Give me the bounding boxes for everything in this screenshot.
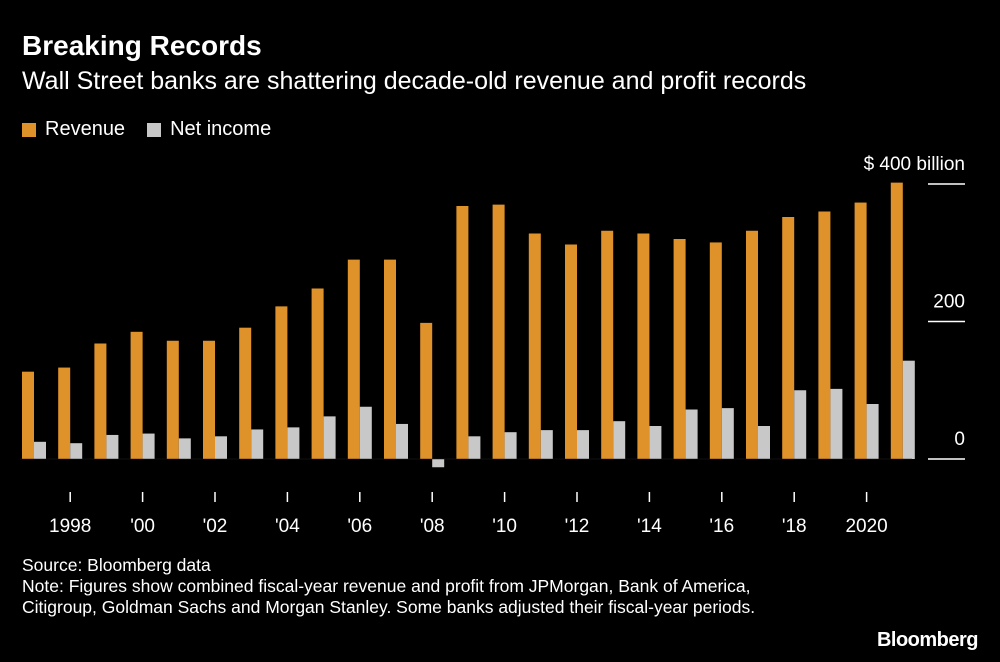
bar-revenue-1999 bbox=[94, 343, 107, 459]
legend-label-revenue: Revenue bbox=[45, 118, 126, 140]
bar-net-income-2012 bbox=[577, 430, 589, 459]
x-tick-label-2002: '02 bbox=[203, 516, 228, 537]
bar-revenue-2019 bbox=[818, 211, 831, 459]
x-tick-label-2016: '16 bbox=[709, 516, 734, 537]
bar-net-income-2010 bbox=[504, 432, 517, 459]
bar-net-income-2005 bbox=[323, 416, 336, 459]
bar-revenue-2014 bbox=[637, 233, 650, 459]
x-tick-label-2006: '06 bbox=[347, 516, 372, 537]
x-tick-label-2012: '12 bbox=[565, 516, 590, 537]
x-tick-label-2000: '00 bbox=[130, 516, 155, 537]
bar-revenue-2013 bbox=[601, 230, 614, 459]
bar-revenue-2015 bbox=[673, 239, 686, 459]
bar-revenue-2018 bbox=[782, 217, 795, 459]
bar-net-income-2004 bbox=[287, 427, 300, 459]
bar-revenue-2005 bbox=[311, 288, 324, 459]
bloomberg-logo: Bloomberg bbox=[876, 629, 979, 651]
bar-revenue-2008 bbox=[420, 322, 433, 459]
footer: Source: Bloomberg data Note: Figures sho… bbox=[22, 555, 822, 618]
chart-subtitle: Wall Street banks are shattering decade-… bbox=[22, 67, 807, 95]
y-tick-label-200: 200 bbox=[933, 292, 965, 313]
bar-net-income-2000 bbox=[142, 433, 155, 459]
bar-revenue-2017 bbox=[746, 230, 758, 459]
bar-net-income-2014 bbox=[649, 426, 662, 459]
x-tick-label-2004: '04 bbox=[275, 516, 300, 537]
legend-swatch-net-income bbox=[147, 122, 162, 137]
bar-revenue-2012 bbox=[565, 244, 577, 459]
bar-revenue-2010 bbox=[492, 204, 505, 459]
legend-label-net-income: Net income bbox=[170, 118, 272, 140]
bar-net-income-2001 bbox=[178, 438, 191, 459]
methodology-note: Note: Figures show combined fiscal-year … bbox=[22, 576, 756, 617]
bar-net-income-2015 bbox=[685, 409, 698, 459]
bar-revenue-2001 bbox=[166, 340, 179, 459]
chart-title: Breaking Records bbox=[22, 30, 262, 61]
x-tick-label-2010: '10 bbox=[492, 516, 517, 537]
bar-revenue-2002 bbox=[203, 340, 215, 459]
bar-net-income-1998 bbox=[70, 443, 83, 459]
x-tick-label-2018: '18 bbox=[782, 516, 807, 537]
legend-swatch-revenue bbox=[22, 122, 36, 137]
x-tick-label-1998: 1998 bbox=[49, 516, 91, 537]
bar-net-income-2017 bbox=[758, 426, 770, 459]
bar-revenue-2004 bbox=[275, 306, 288, 459]
bar-net-income-2002 bbox=[215, 436, 227, 459]
bar-revenue-2021 bbox=[890, 182, 903, 459]
legend: Revenue Net income bbox=[22, 118, 293, 141]
bar-revenue-2011 bbox=[528, 233, 541, 459]
source-note: Source: Bloomberg data bbox=[22, 555, 211, 575]
bar-chart: 0 200 $ 400 billion 1998 '00 '02 '04 '06 '08 '10 '… bbox=[20, 154, 965, 537]
bar-revenue-2007 bbox=[384, 259, 396, 459]
bar-net-income-2019 bbox=[830, 388, 843, 459]
bar-net-income-2003 bbox=[251, 429, 264, 459]
bar-net-income-2007 bbox=[396, 423, 408, 459]
bar-net-income-1997 bbox=[34, 441, 46, 459]
y-tick-label-400: $ 400 billion bbox=[864, 154, 965, 175]
bar-revenue-2016 bbox=[709, 242, 722, 459]
bar-revenue-2003 bbox=[239, 327, 252, 459]
bar-revenue-1997 bbox=[22, 371, 34, 459]
bar-net-income-2009 bbox=[468, 436, 481, 459]
bar-net-income-2006 bbox=[359, 406, 372, 459]
bar-net-income-2008 bbox=[432, 459, 445, 468]
bar-net-income-2018 bbox=[794, 390, 807, 459]
bar-revenue-2000 bbox=[130, 331, 143, 459]
bar-net-income-2011 bbox=[540, 430, 553, 459]
bar-revenue-1998 bbox=[58, 367, 71, 459]
bar-net-income-2013 bbox=[613, 421, 626, 459]
bar-net-income-2021 bbox=[902, 360, 915, 459]
bar-revenue-2006 bbox=[347, 259, 360, 459]
x-tick-label-2020: 2020 bbox=[845, 516, 887, 537]
legend-item-revenue: Revenue bbox=[22, 118, 125, 141]
y-tick-label-0: 0 bbox=[954, 429, 965, 450]
bar-net-income-2016 bbox=[721, 408, 734, 459]
bar-revenue-2009 bbox=[456, 206, 469, 459]
bar-net-income-2020 bbox=[866, 404, 879, 459]
bar-net-income-1999 bbox=[106, 434, 119, 459]
x-tick-label-2008: '08 bbox=[420, 516, 445, 537]
legend-item-net-income: Net income bbox=[147, 118, 271, 141]
x-tick-label-2014: '14 bbox=[637, 516, 662, 537]
bar-revenue-2020 bbox=[854, 202, 867, 459]
